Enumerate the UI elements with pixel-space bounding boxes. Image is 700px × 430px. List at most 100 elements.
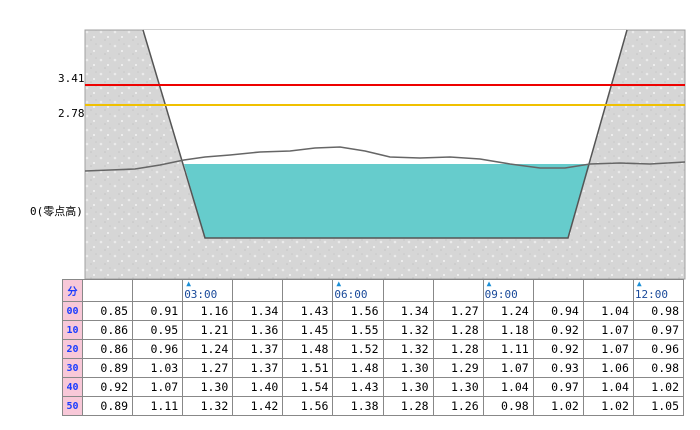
- table-row: 40 0.92 1.07 1.30 1.40 1.54 1.43 1.30 1.30 1.04 0.…: [61, 377, 685, 397]
- level-value-cell: 1.29: [432, 358, 484, 378]
- minute-label: 20: [61, 339, 84, 359]
- level-value-cell: 1.36: [232, 320, 284, 340]
- time-mark: ▲ 06:00: [332, 279, 384, 302]
- level-value-cell: 1.32: [382, 320, 434, 340]
- time-mark: ▲ 09:00: [482, 279, 534, 302]
- zero-level-label: 0(零点高): [30, 205, 83, 218]
- header-cell: [82, 279, 134, 302]
- table-row: 20 0.86 0.96 1.24 1.37 1.48 1.52 1.32 1.28 1.11 0.…: [61, 339, 685, 359]
- water-body: [184, 164, 590, 238]
- level-value-cell: 1.37: [232, 339, 284, 359]
- level-value-cell: 0.89: [82, 358, 134, 378]
- level-value-cell: 1.02: [532, 396, 584, 416]
- level-value-cell: 1.48: [282, 339, 334, 359]
- level-value-cell: 1.28: [382, 396, 434, 416]
- caution-level-label: 2.78: [58, 107, 85, 120]
- time-marker-icon: ▲: [636, 279, 642, 288]
- level-value-cell: 1.38: [332, 396, 384, 416]
- level-value-cell: 1.32: [182, 396, 234, 416]
- level-value-cell: 1.24: [182, 339, 234, 359]
- level-value-cell: 1.32: [382, 339, 434, 359]
- level-value-cell: 0.92: [532, 320, 584, 340]
- level-value-cell: 0.93: [532, 358, 584, 378]
- level-value-cell: 1.30: [382, 358, 434, 378]
- level-value-cell: 1.26: [432, 396, 484, 416]
- header-cell: [232, 279, 284, 302]
- level-value-cell: 1.55: [332, 320, 384, 340]
- time-mark: ▲ 12:00: [632, 279, 685, 302]
- time-marker-icon: ▲: [336, 279, 342, 288]
- level-value-cell: 0.86: [82, 320, 134, 340]
- level-value-cell: 1.07: [482, 358, 534, 378]
- time-mark-label: 09:00: [484, 288, 518, 301]
- level-value-cell: 1.18: [482, 320, 534, 340]
- level-value-cell: 0.89: [82, 396, 134, 416]
- level-value-cell: 1.45: [282, 320, 334, 340]
- level-value-cell: 0.86: [82, 339, 134, 359]
- level-value-cell: 1.21: [182, 320, 234, 340]
- level-value-cell: 1.07: [582, 320, 634, 340]
- time-mark-label: 12:00: [634, 288, 669, 301]
- level-value-cell: 1.42: [232, 396, 284, 416]
- channel-outline: [142, 29, 628, 239]
- river-cross-section: [84, 29, 686, 280]
- level-value-cell: 1.30: [182, 377, 234, 397]
- time-marker-icon: ▲: [486, 279, 492, 288]
- level-value-cell: 1.28: [432, 320, 484, 340]
- level-value-cell: 1.43: [332, 377, 384, 397]
- level-value-cell: 1.34: [232, 301, 284, 321]
- level-value-cell: 0.94: [532, 301, 584, 321]
- level-value-cell: 0.98: [632, 358, 685, 378]
- level-value-cell: 1.02: [632, 377, 685, 397]
- level-value-cell: 0.98: [482, 396, 534, 416]
- table-row: 30 0.89 1.03 1.27 1.37 1.51 1.48 1.30 1.29 1.07 0.…: [61, 358, 685, 378]
- header-cell: [382, 279, 434, 302]
- level-value-cell: 1.04: [482, 377, 534, 397]
- level-value-cell: 1.06: [582, 358, 634, 378]
- level-value-cell: 1.24: [482, 301, 534, 321]
- level-value-cell: 1.03: [132, 358, 184, 378]
- header-cell: [132, 279, 184, 302]
- table-row: 50 0.89 1.11 1.32 1.42 1.56 1.38 1.28 1.26 0.98 1.…: [61, 396, 685, 416]
- level-value-cell: 0.97: [632, 320, 685, 340]
- table-row: 00 0.85 0.91 1.16 1.34 1.43 1.56 1.34 1.27 1.24 0.…: [61, 301, 685, 321]
- minute-label: 40: [61, 377, 84, 397]
- time-mark-label: 03:00: [184, 288, 218, 301]
- level-value-cell: 1.11: [482, 339, 534, 359]
- time-mark: ▲ 03:00: [182, 279, 234, 302]
- level-value-cell: 1.40: [232, 377, 284, 397]
- level-value-cell: 0.92: [532, 339, 584, 359]
- level-value-cell: 1.54: [282, 377, 334, 397]
- level-value-cell: 1.07: [132, 377, 184, 397]
- table-row: 10 0.86 0.95 1.21 1.36 1.45 1.55 1.32 1.28 1.18 0.…: [61, 320, 685, 340]
- level-value-cell: 0.97: [532, 377, 584, 397]
- level-value-cell: 1.07: [582, 339, 634, 359]
- water-level-table: 分 ▲ 03:00 ▲ 06:00 ▲ 09:00 ▲ 12:00 00 0.85 0.91 1.16 1…: [61, 279, 685, 416]
- water-surface-line: [84, 146, 686, 172]
- minute-label: 50: [61, 396, 84, 416]
- level-value-cell: 0.96: [632, 339, 685, 359]
- level-value-cell: 1.11: [132, 396, 184, 416]
- level-value-cell: 1.43: [282, 301, 334, 321]
- level-value-cell: 1.02: [582, 396, 634, 416]
- level-value-cell: 0.96: [132, 339, 184, 359]
- level-value-cell: 1.48: [332, 358, 384, 378]
- level-value-cell: 1.27: [432, 301, 484, 321]
- level-value-cell: 1.37: [232, 358, 284, 378]
- minute-label: 00: [61, 301, 84, 321]
- minute-label: 10: [61, 320, 84, 340]
- level-value-cell: 1.28: [432, 339, 484, 359]
- header-cell: [582, 279, 634, 302]
- level-value-cell: 1.27: [182, 358, 234, 378]
- warning-level-label: 3.41: [58, 72, 85, 85]
- header-cell: [282, 279, 334, 302]
- level-value-cell: 1.30: [432, 377, 484, 397]
- level-value-cell: 0.91: [132, 301, 184, 321]
- level-value-cell: 0.98: [632, 301, 685, 321]
- level-value-cell: 1.16: [182, 301, 234, 321]
- header-cell: [432, 279, 484, 302]
- level-value-cell: 1.30: [382, 377, 434, 397]
- table-header-row: 分 ▲ 03:00 ▲ 06:00 ▲ 09:00 ▲ 12:00: [61, 279, 685, 302]
- level-value-cell: 1.56: [282, 396, 334, 416]
- level-value-cell: 0.95: [132, 320, 184, 340]
